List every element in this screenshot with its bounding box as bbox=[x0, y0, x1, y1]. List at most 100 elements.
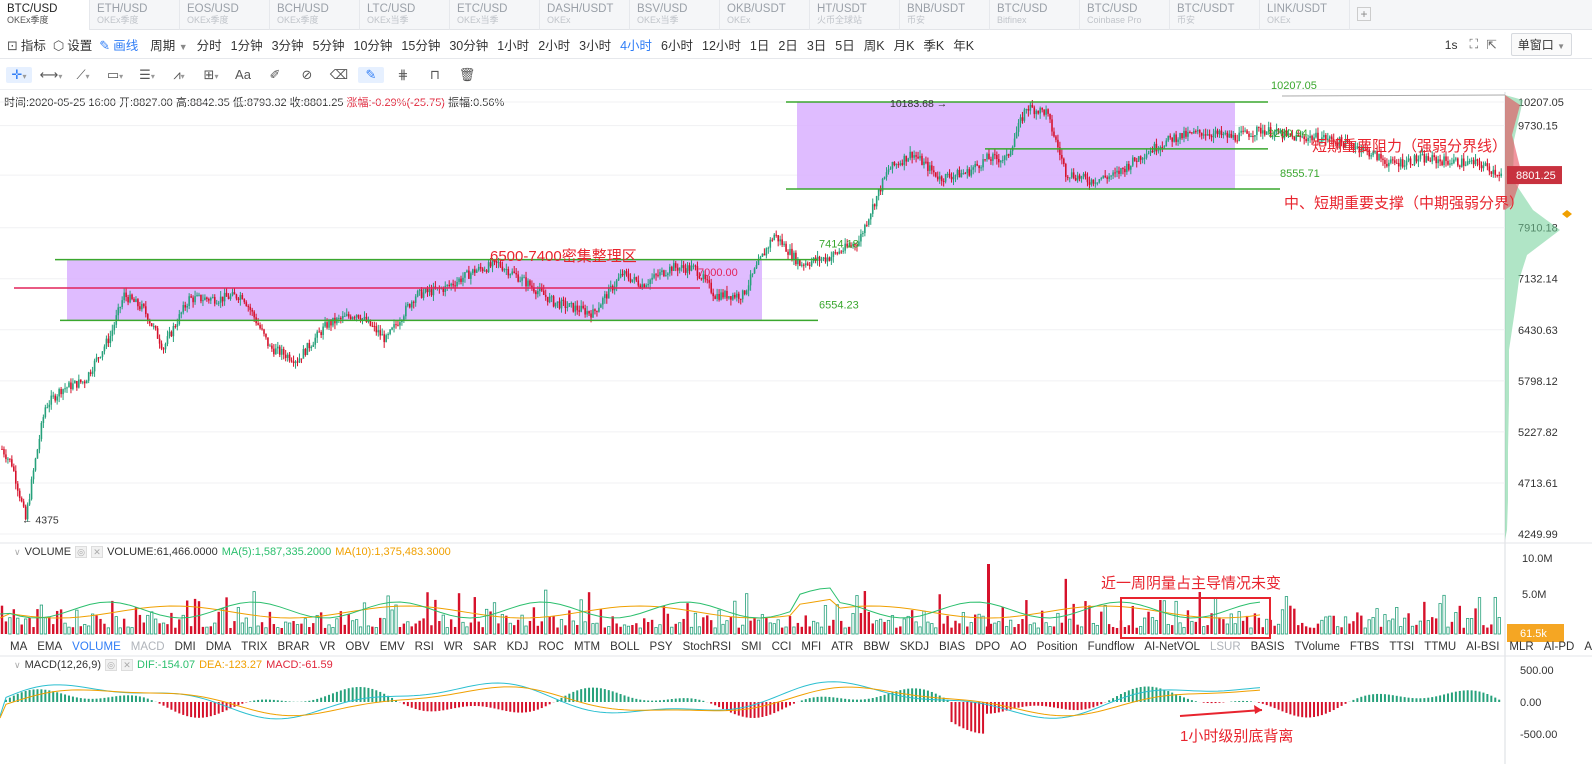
indicator-option[interactable]: DMI bbox=[174, 641, 196, 653]
indicator-option[interactable]: BOLL bbox=[610, 641, 640, 653]
indicator-option[interactable]: BASIS bbox=[1250, 641, 1285, 653]
interval-option[interactable]: 3分钟 bbox=[271, 38, 304, 53]
measure-tool-icon[interactable]: ⊞▾ bbox=[203, 66, 219, 82]
grid-tool-icon[interactable]: ⋕ bbox=[397, 66, 409, 82]
indicator-option[interactable]: ATR bbox=[831, 641, 854, 653]
indicator-option[interactable]: EMV bbox=[379, 641, 405, 653]
indicator-option[interactable]: OBV bbox=[345, 641, 370, 653]
collapse-icon[interactable]: ∨ bbox=[14, 546, 21, 557]
interval-option[interactable]: 2日 bbox=[778, 38, 798, 53]
indicator-option[interactable]: TVolume bbox=[1294, 641, 1340, 653]
interval-option[interactable]: 3日 bbox=[806, 38, 827, 53]
symbol-tab[interactable]: OKB/USDT OKEx bbox=[720, 0, 810, 30]
text-tool-icon[interactable]: Aa bbox=[235, 67, 251, 82]
close-small-icon[interactable]: ✕ bbox=[121, 659, 134, 671]
settings-button[interactable]: ⬡ 设置 bbox=[53, 35, 92, 54]
window-select[interactable]: 单窗口 ▼ bbox=[1510, 33, 1572, 56]
symbol-tab[interactable]: BTC/USD Coinbase Pro bbox=[1080, 0, 1170, 30]
indicator-option[interactable]: WR bbox=[443, 641, 463, 653]
add-tab-button[interactable]: + bbox=[1357, 7, 1371, 21]
indicator-option[interactable]: KDJ bbox=[506, 641, 529, 653]
indicator-option[interactable]: DPO bbox=[975, 641, 1001, 653]
symbol-tab[interactable]: BTC/USD OKEx季度 bbox=[0, 0, 90, 30]
fullscreen-icon[interactable]: ⛶ bbox=[1469, 37, 1479, 51]
interval-option[interactable]: 1日 bbox=[749, 38, 770, 53]
indicator-option[interactable]: SKDJ bbox=[899, 641, 929, 653]
ruler-tool-icon[interactable]: ⟷▾ bbox=[39, 66, 63, 82]
rect-tool-icon[interactable]: ▭▾ bbox=[106, 66, 124, 82]
indicator-option[interactable]: MACD bbox=[130, 641, 165, 653]
indicator-option[interactable]: EMA bbox=[37, 641, 63, 653]
collapse-icon[interactable]: ∨ bbox=[14, 659, 21, 670]
indicator-option[interactable]: RSI bbox=[414, 641, 434, 653]
refresh-rate[interactable]: 1s bbox=[1444, 37, 1458, 52]
symbol-tab[interactable]: ETH/USD OKEx季度 bbox=[90, 0, 180, 30]
indicator-option[interactable]: SMI bbox=[741, 641, 762, 653]
indicator-option[interactable]: AO bbox=[1010, 641, 1027, 653]
interval-option[interactable]: 季K bbox=[923, 38, 945, 53]
interval-option[interactable]: 3小时 bbox=[579, 38, 612, 53]
interval-option[interactable]: 5日 bbox=[835, 38, 855, 53]
interval-option[interactable]: 5分钟 bbox=[312, 38, 345, 53]
indicator-option[interactable]: TRIX bbox=[241, 641, 268, 653]
indicator-option[interactable]: FTBS bbox=[1349, 641, 1380, 653]
indicator-option[interactable]: MLR bbox=[1509, 641, 1534, 653]
settings-small-icon[interactable]: ◎ bbox=[105, 659, 118, 671]
period-dropdown[interactable]: 周期 ▼ bbox=[150, 35, 187, 54]
indicator-option[interactable]: AI-BSI bbox=[1466, 641, 1500, 653]
magnet-tool-icon[interactable]: ⊘ bbox=[301, 66, 313, 82]
symbol-tab[interactable]: BTC/USD Bitfinex bbox=[990, 0, 1080, 30]
indicator-option[interactable]: Fundflow bbox=[1087, 641, 1135, 653]
eraser-tool-icon[interactable]: ⌫ bbox=[329, 66, 349, 82]
symbol-tab[interactable]: BTC/USDT 币安 bbox=[1170, 0, 1260, 30]
symbol-tab[interactable]: DASH/USDT OKEx bbox=[540, 0, 630, 30]
lock-tool-icon[interactable]: ⊓ bbox=[429, 66, 441, 82]
wave-tool-icon[interactable]: ⩘▾ bbox=[173, 66, 185, 82]
indicator-option[interactable]: VOLUME bbox=[72, 641, 121, 653]
trash-icon[interactable]: 🗑 bbox=[458, 66, 476, 82]
indicator-option[interactable]: ROC bbox=[538, 641, 564, 653]
fib-tool-icon[interactable]: ☰▾ bbox=[139, 66, 155, 82]
symbol-tab[interactable]: BCH/USD OKEx季度 bbox=[270, 0, 360, 30]
symbol-tab[interactable]: EOS/USD OKEx季度 bbox=[180, 0, 270, 30]
interval-option[interactable]: 分时 bbox=[196, 38, 222, 53]
indicator-option[interactable]: AI-PD bbox=[1543, 641, 1575, 653]
interval-option[interactable]: 15分钟 bbox=[401, 38, 441, 53]
indicator-option[interactable]: LSUR bbox=[1209, 641, 1241, 653]
indicator-option[interactable]: VR bbox=[319, 641, 336, 653]
indicator-option[interactable]: PSY bbox=[649, 641, 673, 653]
indicator-option[interactable]: BIAS bbox=[938, 641, 966, 653]
interval-option[interactable]: 1小时 bbox=[497, 38, 530, 53]
close-small-icon[interactable]: ✕ bbox=[91, 546, 104, 558]
symbol-tab[interactable]: BNB/USDT 币安 bbox=[900, 0, 990, 30]
symbol-tab[interactable]: LTC/USD OKEx当季 bbox=[360, 0, 450, 30]
interval-option[interactable]: 6小时 bbox=[661, 38, 693, 53]
symbol-tab[interactable]: LINK/USDT OKEx bbox=[1260, 0, 1350, 30]
indicator-option[interactable]: MFI bbox=[801, 641, 822, 653]
indicator-option[interactable]: AI-FDI bbox=[1584, 641, 1592, 653]
indicator-option[interactable]: SAR bbox=[472, 641, 497, 653]
indicator-option[interactable]: Position bbox=[1036, 641, 1078, 653]
indicator-option[interactable]: MTM bbox=[573, 641, 601, 653]
indicator-option[interactable]: MA bbox=[10, 641, 28, 653]
interval-option[interactable]: 4小时 bbox=[620, 38, 653, 53]
crosshair-tool-icon[interactable]: ✛▾ bbox=[6, 66, 32, 83]
indicator-option[interactable]: CCI bbox=[771, 641, 792, 653]
interval-option[interactable]: 月K bbox=[893, 38, 915, 53]
interval-option[interactable]: 30分钟 bbox=[449, 38, 489, 53]
brush-tool-icon[interactable]: ✐ bbox=[269, 66, 281, 82]
popout-icon[interactable]: ⇱ bbox=[1486, 38, 1497, 52]
interval-option[interactable]: 12小时 bbox=[702, 38, 741, 53]
settings-small-icon[interactable]: ◎ bbox=[75, 546, 88, 558]
interval-option[interactable]: 周K bbox=[863, 38, 885, 53]
indicator-option[interactable]: BRAR bbox=[277, 641, 310, 653]
symbol-tab[interactable]: HT/USDT 火币全球站 bbox=[810, 0, 900, 30]
indicator-option[interactable]: TTMU bbox=[1424, 641, 1457, 653]
indicator-option[interactable]: DMA bbox=[205, 641, 232, 653]
interval-option[interactable]: 1分钟 bbox=[230, 38, 263, 53]
interval-option[interactable]: 10分钟 bbox=[353, 38, 393, 53]
pen-lock-tool-icon[interactable]: ✎ bbox=[358, 66, 384, 83]
indicator-option[interactable]: StochRSI bbox=[682, 641, 732, 653]
indicator-option[interactable]: TTSI bbox=[1389, 641, 1415, 653]
